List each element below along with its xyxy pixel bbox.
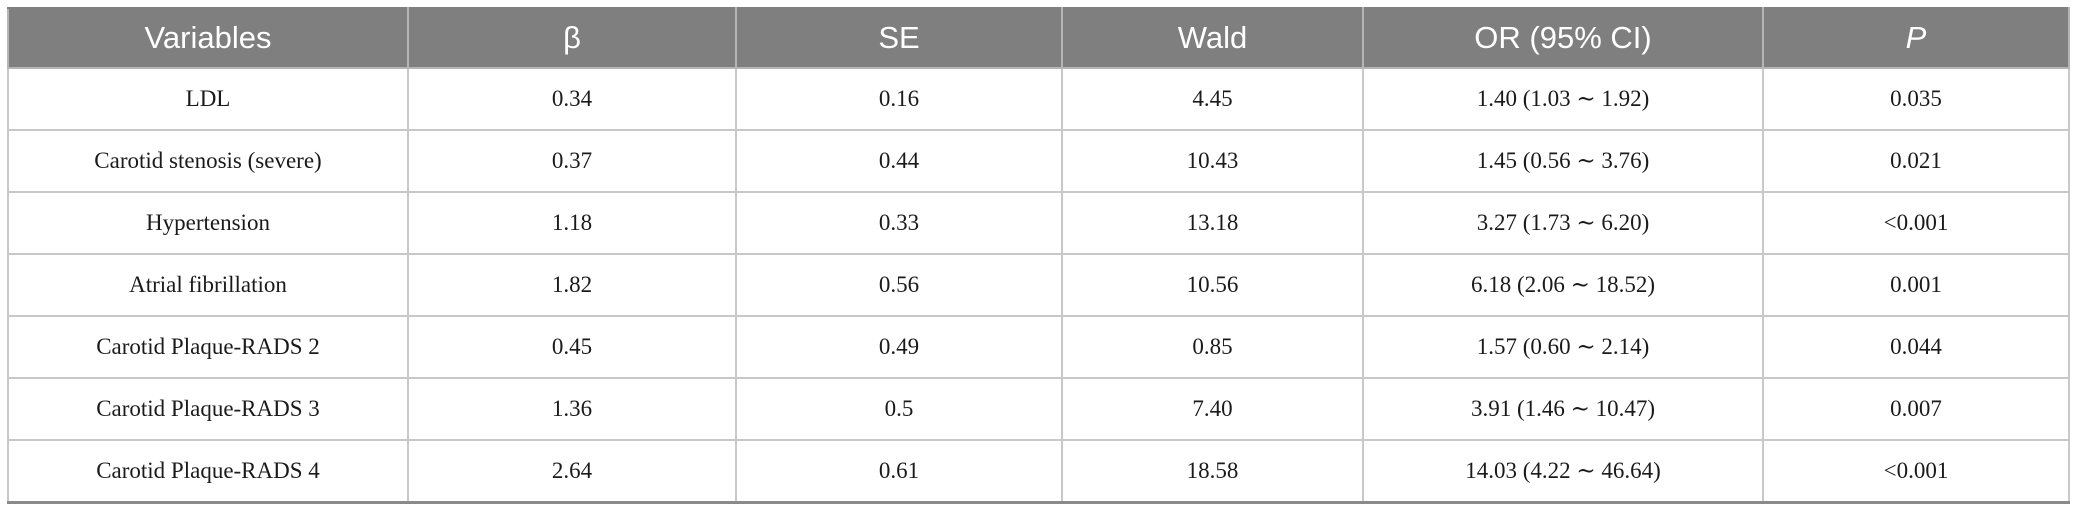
cell-se: 0.16	[735, 67, 1063, 131]
cell-or-ci: 3.27 (1.73 ∼ 6.20)	[1362, 191, 1764, 255]
cell-or-ci: 1.45 (0.56 ∼ 3.76)	[1362, 129, 1764, 193]
table-body: LDL 0.34 0.16 4.45 1.40 (1.03 ∼ 1.92) 0.035 Ca…	[7, 67, 2070, 504]
header-or-ci: OR (95% CI)	[1362, 7, 1764, 69]
cell-variable: Carotid Plaque-RADS 4	[7, 439, 409, 504]
cell-wald: 7.40	[1061, 377, 1364, 441]
header-wald: Wald	[1061, 7, 1364, 69]
table-row: LDL 0.34 0.16 4.45 1.40 (1.03 ∼ 1.92) 0.035	[7, 67, 2070, 131]
cell-p-value: 0.007	[1762, 377, 2070, 441]
table-row: Carotid Plaque-RADS 3 1.36 0.5 7.40 3.91 (1.…	[7, 377, 2070, 441]
cell-or-ci: 14.03 (4.22 ∼ 46.64)	[1362, 439, 1764, 504]
cell-wald: 10.56	[1061, 253, 1364, 317]
header-row: Variables β SE Wald OR (95% CI) P	[7, 7, 2070, 69]
regression-table: Variables β SE Wald OR (95% CI) P LDL 0.3…	[7, 7, 2070, 504]
cell-se: 0.56	[735, 253, 1063, 317]
cell-p-value: <0.001	[1762, 439, 2070, 504]
header-variables: Variables	[7, 7, 409, 69]
cell-variable: Atrial fibrillation	[7, 253, 409, 317]
table-row: Atrial fibrillation 1.82 0.56 10.56 6.18 (2.…	[7, 253, 2070, 317]
cell-wald: 4.45	[1061, 67, 1364, 131]
cell-wald: 18.58	[1061, 439, 1364, 504]
cell-wald: 13.18	[1061, 191, 1364, 255]
cell-beta: 1.36	[407, 377, 737, 441]
header-beta: β	[407, 7, 737, 69]
cell-beta: 2.64	[407, 439, 737, 504]
cell-p-value: 0.021	[1762, 129, 2070, 193]
table-row: Carotid stenosis (severe) 0.37 0.44 10.43 1.…	[7, 129, 2070, 193]
cell-se: 0.33	[735, 191, 1063, 255]
cell-variable: Carotid stenosis (severe)	[7, 129, 409, 193]
cell-variable: LDL	[7, 67, 409, 131]
cell-se: 0.44	[735, 129, 1063, 193]
cell-se: 0.61	[735, 439, 1063, 504]
cell-se: 0.49	[735, 315, 1063, 379]
table-header: Variables β SE Wald OR (95% CI) P	[7, 7, 2070, 69]
cell-wald: 0.85	[1061, 315, 1364, 379]
cell-beta: 0.34	[407, 67, 737, 131]
table-row: Hypertension 1.18 0.33 13.18 3.27 (1.73 ∼ 6.…	[7, 191, 2070, 255]
cell-variable: Carotid Plaque-RADS 3	[7, 377, 409, 441]
header-se: SE	[735, 7, 1063, 69]
cell-wald: 10.43	[1061, 129, 1364, 193]
table-row: Carotid Plaque-RADS 4 2.64 0.61 18.58 14.03 …	[7, 439, 2070, 504]
cell-beta: 0.37	[407, 129, 737, 193]
regression-table-container: Variables β SE Wald OR (95% CI) P LDL 0.3…	[7, 7, 2070, 504]
cell-beta: 1.82	[407, 253, 737, 317]
cell-or-ci: 3.91 (1.46 ∼ 10.47)	[1362, 377, 1764, 441]
cell-beta: 1.18	[407, 191, 737, 255]
cell-or-ci: 6.18 (2.06 ∼ 18.52)	[1362, 253, 1764, 317]
header-p-value: P	[1762, 7, 2070, 69]
cell-variable: Carotid Plaque-RADS 2	[7, 315, 409, 379]
cell-se: 0.5	[735, 377, 1063, 441]
cell-p-value: <0.001	[1762, 191, 2070, 255]
cell-p-value: 0.001	[1762, 253, 2070, 317]
cell-variable: Hypertension	[7, 191, 409, 255]
cell-beta: 0.45	[407, 315, 737, 379]
table-row: Carotid Plaque-RADS 2 0.45 0.49 0.85 1.57 (0…	[7, 315, 2070, 379]
cell-or-ci: 1.40 (1.03 ∼ 1.92)	[1362, 67, 1764, 131]
cell-p-value: 0.044	[1762, 315, 2070, 379]
cell-or-ci: 1.57 (0.60 ∼ 2.14)	[1362, 315, 1764, 379]
cell-p-value: 0.035	[1762, 67, 2070, 131]
